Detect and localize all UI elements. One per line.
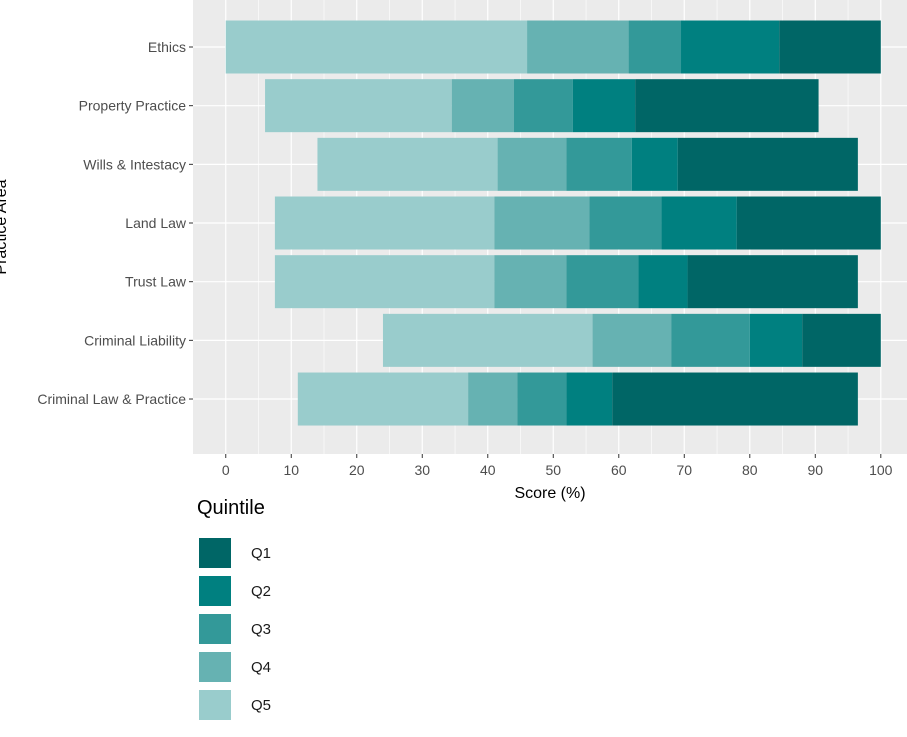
bar-segment-q2 — [572, 79, 636, 133]
y-tick-label: Trust Law — [125, 274, 187, 290]
bar-segment-q1 — [779, 20, 881, 74]
bar-segment-q4 — [494, 255, 567, 309]
legend-label-q1: Q1 — [251, 544, 272, 562]
legend-title: Quintile — [197, 497, 265, 519]
bar-segment-q5 — [274, 255, 495, 309]
bar-segment-q5 — [382, 313, 593, 367]
bar-segment-q1 — [802, 313, 881, 367]
y-axis: Ethics Property Practice Wills & Intestacy… — [37, 39, 193, 407]
bar-segment-q1 — [736, 196, 881, 250]
x-axis-title: Score (%) — [514, 485, 585, 502]
bar-segment-q2 — [681, 20, 780, 74]
legend-label-q4: Q4 — [251, 658, 272, 676]
bar-segment-q1 — [612, 372, 858, 426]
bar-segment-q4 — [468, 372, 518, 426]
legend-item-q1: Q1 — [197, 534, 271, 572]
bar-segment-q1 — [635, 79, 819, 133]
legend-item-q2: Q2 — [197, 572, 271, 610]
bars — [225, 20, 881, 426]
bar-segment-q3 — [628, 20, 682, 74]
bar-segment-q4 — [497, 137, 567, 191]
x-tick-label: 10 — [283, 462, 299, 478]
x-tick-label: 40 — [480, 462, 496, 478]
bar-segment-q3 — [513, 79, 573, 133]
legend-label-q5: Q5 — [251, 696, 272, 714]
x-tick-label: 90 — [808, 462, 824, 478]
x-axis: 0 10 20 30 40 50 60 70 80 90 100 — [222, 454, 893, 478]
bar-segment-q2 — [661, 196, 737, 250]
y-tick-label: Land Law — [125, 215, 187, 231]
bar-segment-q3 — [517, 372, 567, 426]
x-tick-label: 100 — [869, 462, 893, 478]
y-tick-label: Ethics — [148, 39, 186, 55]
bar-segment-q2 — [631, 137, 678, 191]
x-tick-label: 50 — [545, 462, 561, 478]
y-tick-label: Wills & Intestacy — [83, 156, 186, 172]
x-tick-label: 80 — [742, 462, 758, 478]
bar-segment-q3 — [566, 255, 639, 309]
y-tick-label: Criminal Law & Practice — [37, 391, 186, 407]
bar-segment-q1 — [687, 255, 858, 309]
y-axis-title: Practice Area — [0, 179, 10, 274]
x-tick-label: 70 — [676, 462, 692, 478]
bar-segment-q2 — [566, 372, 613, 426]
y-tick-label: Criminal Liability — [84, 332, 186, 348]
legend-key-q4 — [197, 650, 233, 684]
bar-segment-q3 — [589, 196, 662, 250]
legend-item-q4: Q4 — [197, 648, 271, 686]
bar-segment-q5 — [317, 137, 498, 191]
x-tick-label: 60 — [611, 462, 627, 478]
bar-segment-q1 — [677, 137, 858, 191]
legend-label-q3: Q3 — [251, 620, 272, 638]
bar-segment-q5 — [274, 196, 495, 250]
legend-key-q2 — [197, 574, 233, 608]
x-tick-label: 30 — [414, 462, 430, 478]
bar-segment-q2 — [749, 313, 803, 367]
legend-key-q1 — [197, 536, 233, 570]
legend-item-q3: Q3 — [197, 610, 271, 648]
bar-segment-q5 — [297, 372, 469, 426]
bar-segment-q4 — [527, 20, 629, 74]
bar-segment-q5 — [225, 20, 528, 74]
legend-key-q5 — [197, 688, 233, 722]
bar-segment-q5 — [265, 79, 452, 133]
legend-item-q5: Q5 — [197, 686, 271, 724]
bar-segment-q2 — [638, 255, 688, 309]
y-tick-label: Property Practice — [79, 98, 187, 114]
legend-key-q3 — [197, 612, 233, 646]
bar-segment-q4 — [494, 196, 590, 250]
x-tick-label: 0 — [222, 462, 230, 478]
bar-segment-q3 — [671, 313, 750, 367]
legend-label-q2: Q2 — [251, 582, 272, 600]
legend: Quintile Q1 Q2 Q3 Q4 Q5 — [197, 497, 271, 724]
bar-segment-q4 — [592, 313, 672, 367]
bar-segment-q4 — [451, 79, 514, 133]
x-tick-label: 20 — [349, 462, 365, 478]
bar-segment-q3 — [566, 137, 632, 191]
